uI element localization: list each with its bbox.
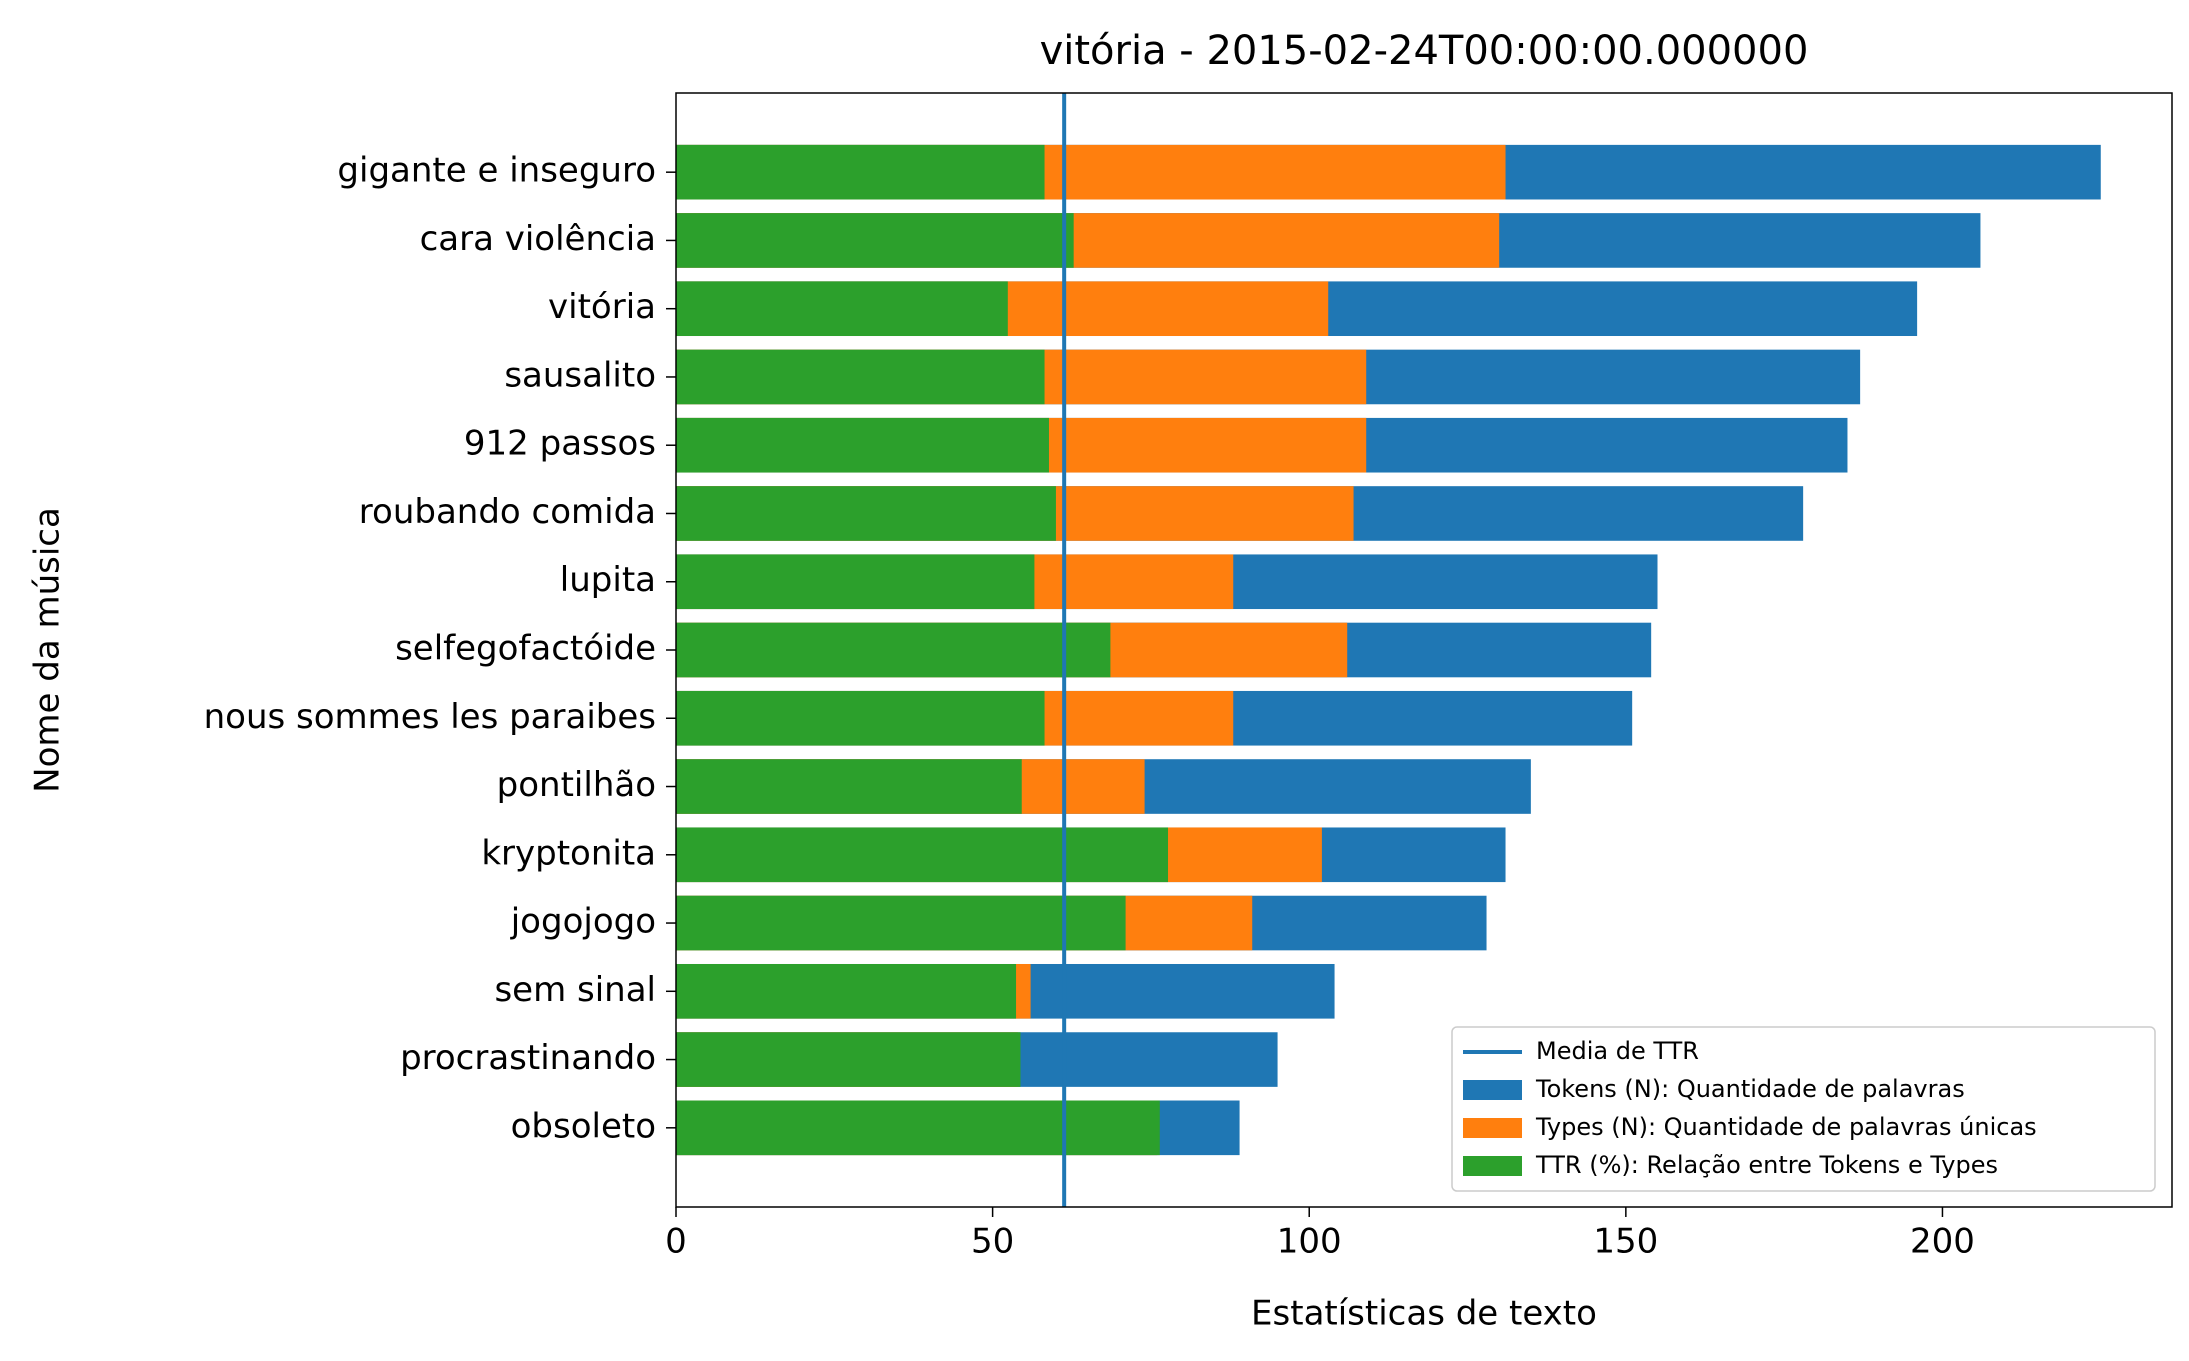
y-tick-label: procrastinando [400, 1038, 656, 1078]
legend-swatch [1463, 1080, 1522, 1100]
bar [676, 1032, 1021, 1087]
plot-frame [675, 92, 2173, 1208]
x-tick-label: 150 [1593, 1222, 1658, 1262]
y-tick-label: 912 passos [464, 424, 656, 464]
bar [676, 486, 1056, 541]
y-axis-label: Nome da música [28, 507, 68, 793]
bar [676, 963, 1017, 1019]
y-tick-label: roubando comida [359, 492, 656, 532]
y-tick-label: vitória [548, 287, 656, 327]
x-tick-label: 50 [971, 1222, 1014, 1262]
bar [676, 417, 1049, 473]
y-tick-label: cara violência [420, 219, 656, 259]
legend-label: TTR (%): Relação entre Tokens e Types [1535, 1151, 1998, 1179]
bar [676, 622, 1111, 678]
y-tick-label: selfegofactóide [395, 629, 656, 669]
y-tick-label: gigante e inseguro [337, 151, 656, 191]
bar [676, 690, 1045, 746]
x-tick-label: 100 [1277, 1222, 1342, 1262]
legend-label: Types (N): Quantidade de palavras únicas [1535, 1113, 2037, 1141]
bar [676, 213, 1074, 268]
y-tick-label: nous sommes les paraibes [204, 697, 656, 737]
bar [676, 1100, 1160, 1156]
legend-label: Tokens (N): Quantidade de palavras [1535, 1075, 1965, 1103]
y-tick-label: lupita [560, 560, 656, 600]
bar [676, 281, 1008, 337]
bar [676, 827, 1169, 883]
x-tick-label: 0 [665, 1222, 687, 1262]
chart-title: vitória - 2015-02-24T00:00:00.000000 [1040, 28, 1809, 74]
legend-swatch [1463, 1118, 1522, 1138]
bar [676, 895, 1126, 951]
x-tick-label: 200 [1910, 1222, 1975, 1262]
bar [676, 349, 1045, 405]
y-tick-label: sausalito [504, 355, 656, 395]
legend-swatch [1463, 1156, 1522, 1176]
bar [676, 759, 1022, 814]
y-tick-label: kryptonita [481, 833, 656, 873]
legend: Media de TTR Tokens (N): Quantidade de pa… [1451, 1026, 2156, 1192]
bar [676, 144, 1045, 200]
y-tick-label: pontilhão [497, 765, 656, 805]
y-tick-label: obsoleto [511, 1106, 656, 1146]
y-tick-label: jogojogo [510, 902, 656, 942]
bar [676, 554, 1035, 610]
legend-box [1451, 1026, 2156, 1192]
x-axis-label: Estatísticas de texto [1251, 1294, 1597, 1334]
y-tick-label: sem sinal [494, 970, 656, 1010]
legend-label: Media de TTR [1536, 1037, 1699, 1065]
